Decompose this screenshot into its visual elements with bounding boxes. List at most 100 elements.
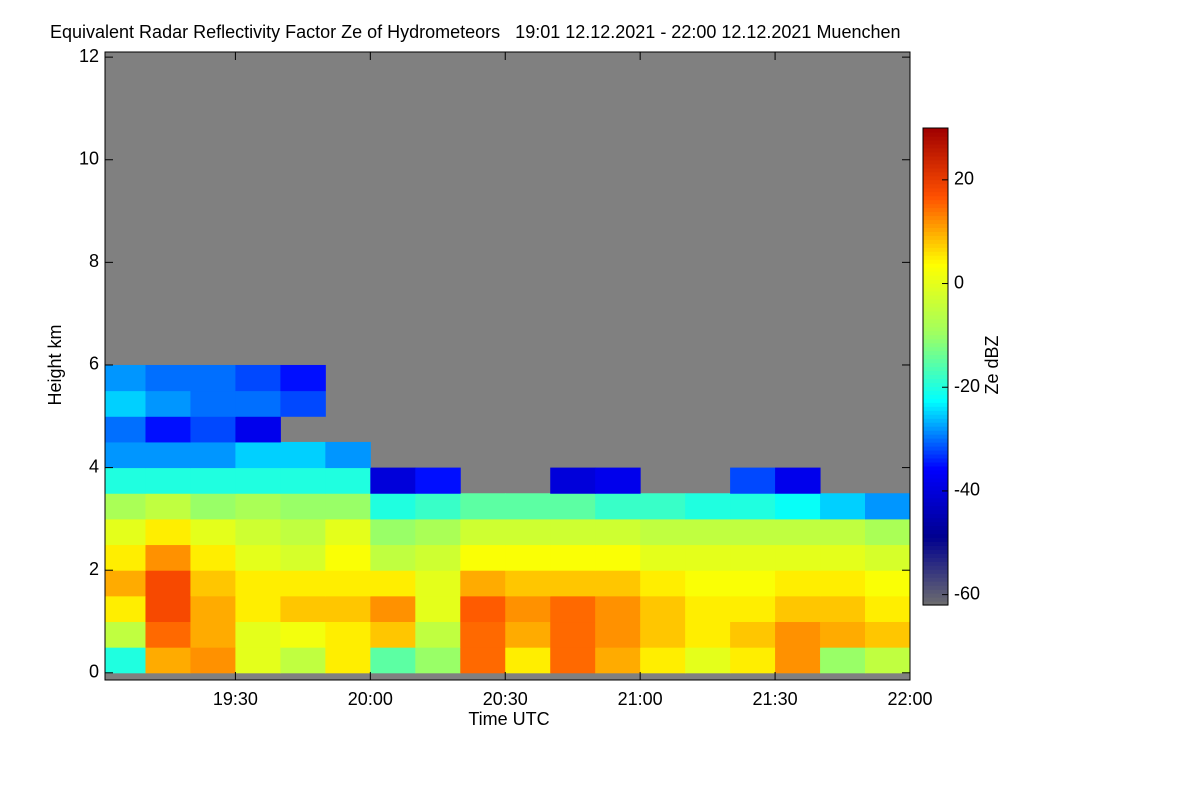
- heatmap-cell: [820, 595, 866, 623]
- heatmap-cell: [235, 544, 281, 571]
- heatmap-cell: [865, 493, 911, 520]
- heatmap-cell: [820, 493, 866, 520]
- heatmap-cell: [280, 364, 326, 392]
- colorbar-segment: [923, 557, 948, 562]
- colorbar-segment: [923, 382, 948, 387]
- chart-title: Equivalent Radar Reflectivity Factor Ze …: [50, 22, 901, 42]
- colorbar-segment: [923, 219, 948, 224]
- heatmap-cell: [190, 416, 236, 443]
- colorbar-tick-label: -60: [954, 583, 980, 603]
- colorbar-segment: [923, 513, 948, 519]
- colorbar-segment: [923, 227, 948, 232]
- colorbar-segment: [923, 442, 948, 447]
- x-tick-label: 21:30: [753, 689, 798, 709]
- heatmap-cell: [775, 595, 821, 623]
- x-axis-label: Time UTC: [468, 709, 549, 729]
- colorbar-segment: [923, 481, 948, 487]
- heatmap-cell: [325, 647, 371, 674]
- heatmap-cell: [280, 647, 326, 674]
- colorbar-segment: [923, 493, 948, 499]
- colorbar-segment: [923, 585, 948, 590]
- heatmap-cell: [820, 518, 866, 546]
- colorbar-segment: [923, 255, 948, 260]
- heatmap-cell: [325, 441, 371, 469]
- colorbar-segment: [923, 426, 948, 431]
- heatmap-cell: [145, 544, 191, 571]
- heatmap-cell: [190, 493, 236, 520]
- colorbar-segment: [923, 279, 948, 284]
- heatmap-cell: [820, 570, 866, 597]
- colorbar-segment: [923, 565, 948, 570]
- heatmap-cell: [235, 621, 281, 648]
- heatmap-cell: [415, 647, 461, 674]
- heatmap-cell: [550, 595, 596, 623]
- plot-frame: [104, 51, 911, 681]
- colorbar-segment: [923, 489, 948, 495]
- heatmap-cell: [595, 570, 641, 597]
- heatmap-cell: [280, 595, 326, 623]
- heatmap-cell: [865, 570, 911, 597]
- colorbar-segment: [923, 545, 948, 550]
- colorbar-segment: [923, 147, 948, 153]
- heatmap-cell: [105, 493, 146, 520]
- colorbar-segment: [923, 342, 948, 348]
- colorbar-segment: [923, 505, 948, 511]
- heatmap-cell: [505, 493, 551, 520]
- colorbar-segment: [923, 338, 948, 344]
- heatmap-cell: [105, 441, 146, 469]
- colorbar-segment: [923, 601, 948, 606]
- heatmap-cell: [775, 621, 821, 648]
- heatmap-cell: [370, 544, 416, 571]
- colorbar-segment: [923, 406, 948, 411]
- heatmap-cell: [415, 621, 461, 648]
- colorbar-segment: [923, 497, 948, 503]
- colorbar-segment: [923, 521, 948, 527]
- colorbar-segment: [923, 561, 948, 566]
- colorbar-segment: [923, 215, 948, 221]
- colorbar-segment: [923, 322, 948, 328]
- colorbar-segment: [923, 477, 948, 483]
- colorbar-segment: [923, 287, 948, 292]
- colorbar-segment: [923, 318, 948, 324]
- heatmap-cell: [640, 518, 686, 546]
- heatmap-cell: [370, 467, 416, 494]
- heatmap-cell: [235, 570, 281, 597]
- heatmap-cell: [415, 595, 461, 623]
- heatmap-cell: [190, 441, 236, 469]
- colorbar-segment: [923, 461, 948, 467]
- colorbar-tick-label: -40: [954, 480, 980, 500]
- colorbar-segment: [923, 163, 948, 169]
- colorbar-segment: [923, 139, 948, 145]
- heatmap-cell: [820, 647, 866, 674]
- x-tick-label: 20:30: [483, 689, 528, 709]
- x-tick-label: 20:00: [348, 689, 393, 709]
- heatmap-cell: [685, 647, 731, 674]
- colorbar-segment: [923, 549, 948, 554]
- colorbar-segment: [923, 553, 948, 558]
- colorbar-segment: [923, 386, 948, 391]
- colorbar-segment: [923, 449, 948, 455]
- colorbar-segment: [923, 430, 948, 435]
- heatmap-cell: [325, 544, 371, 571]
- colorbar-segment: [923, 211, 948, 217]
- colorbar-segment: [923, 473, 948, 479]
- colorbar: 20 0 -20 -40 -60: [922, 127, 980, 606]
- colorbar-segment: [923, 577, 948, 582]
- heatmap-cell: [595, 544, 641, 571]
- colorbar-segment: [923, 517, 948, 523]
- heatmap-cell: [145, 647, 191, 674]
- heatmap-cell: [105, 390, 146, 417]
- heatmap-cell: [865, 544, 911, 571]
- heatmap-cell: [370, 518, 416, 546]
- heatmap-cell: [550, 518, 596, 546]
- colorbar-frame: [922, 127, 949, 606]
- colorbar-segment: [923, 422, 948, 427]
- heatmap-cell: [325, 518, 371, 546]
- colorbar-segment: [923, 283, 948, 288]
- heatmap-cell: [235, 518, 281, 546]
- plot-area: 0 2 4 6 8 10 12 19:30 20:00 20:30 21:00 21:30 22:00: [79, 46, 933, 709]
- heatmap-cell: [145, 595, 191, 623]
- heatmap-cell: [105, 518, 146, 546]
- colorbar-segment: [923, 207, 948, 213]
